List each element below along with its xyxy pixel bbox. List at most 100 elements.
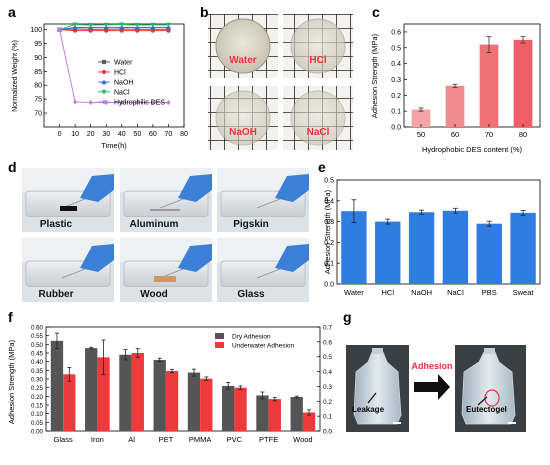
- bar-pmma-dry: [187, 372, 201, 431]
- bag-photo-before: Leakage: [346, 345, 409, 432]
- panel-letter-e: e: [318, 159, 326, 175]
- bag-eutectogel-label: Eutectogel: [466, 405, 507, 414]
- x-tick-label: PVC: [227, 435, 243, 444]
- legend-label: HCl: [114, 70, 126, 77]
- data-point: [72, 22, 78, 28]
- data-point: [88, 23, 94, 28]
- panel-letter-d: d: [8, 159, 17, 175]
- gloved-hand: [80, 174, 114, 202]
- x-tick-label: PBS: [482, 288, 497, 297]
- x-tick-label: 50: [417, 130, 425, 139]
- panel-a-y-axis-label: Normalized Weight (%): [12, 40, 19, 112]
- y-tick-label: 0.1: [391, 109, 401, 116]
- data-point: [166, 28, 171, 33]
- panel-g-photos: Leakage Adhesion Eutectogel: [346, 345, 526, 432]
- dish-label: Plastic: [40, 219, 73, 230]
- x-tick-label: Sweat: [513, 288, 535, 297]
- legend-label: Dry Adhesion: [232, 334, 271, 341]
- legend-label: NaOH: [114, 80, 133, 87]
- data-point: [166, 99, 171, 106]
- y-tick-label: 0.0: [391, 125, 401, 132]
- adhesion-arrow-label: Adhesion: [411, 361, 452, 371]
- right-y-tick-label: 0.5: [323, 354, 332, 361]
- x-tick-label: HCl: [382, 288, 395, 297]
- tweezers: [159, 198, 184, 209]
- photo-hcl-label: HCl: [309, 55, 326, 66]
- legend-label: NaCl: [114, 90, 130, 97]
- x-tick-label: 40: [118, 131, 126, 138]
- dish-label: Wood: [140, 289, 168, 300]
- data-point: [150, 22, 156, 28]
- data-point: [150, 99, 155, 106]
- y-tick-label: 0.3: [324, 219, 334, 226]
- bar-sweat: [510, 212, 536, 284]
- x-tick-label: 50: [133, 131, 141, 138]
- data-point: [150, 28, 155, 33]
- right-y-tick-label: 0.6: [323, 339, 332, 346]
- panel-c-plot-frame: [403, 23, 541, 128]
- right-y-tick-label: 0.3: [323, 384, 332, 391]
- y-tick-label: 80: [34, 83, 42, 90]
- data-point: [165, 22, 171, 28]
- y-tick-label: 0.50: [31, 342, 44, 349]
- bar-nacl: [442, 210, 469, 284]
- series-line-3: [59, 24, 169, 31]
- series-line-2: [59, 26, 169, 31]
- x-tick-label: 70: [165, 131, 173, 138]
- x-tick-label: 80: [519, 130, 527, 139]
- y-tick-label: 95: [34, 41, 42, 48]
- y-tick-label: 70: [34, 111, 42, 118]
- x-tick-label: PMMA: [189, 435, 212, 444]
- data-point: [73, 99, 78, 105]
- bar-glass-dry: [50, 340, 64, 431]
- x-tick-label: 0: [58, 131, 62, 138]
- x-tick-label: 20: [87, 131, 95, 138]
- y-tick-label: 0.30: [31, 377, 44, 384]
- sample-wood: [154, 276, 176, 282]
- y-tick-label: 0.55: [31, 333, 44, 340]
- x-tick-label: NaCl: [447, 288, 464, 297]
- panel-letter-b: b: [200, 4, 209, 20]
- legend-swatch: [215, 342, 224, 348]
- bar-naoh: [408, 212, 435, 284]
- bar-ptfe-dry: [256, 395, 269, 431]
- y-tick-label: 0.45: [31, 351, 44, 358]
- bar-pet-underwater: [165, 371, 179, 431]
- x-tick-label: NaOH: [411, 288, 432, 297]
- photo-hcl: HCl: [283, 14, 353, 78]
- tweezers: [256, 198, 281, 209]
- y-tick-label: 85: [34, 69, 42, 76]
- panel-f-chart: 0.00 0.05 0.100.15 0.20 0.250.30 0.35 0.400.45…: [7, 325, 332, 445]
- series-line-4: [59, 29, 169, 104]
- data-point: [104, 28, 109, 33]
- right-y-tick-label: 0.4: [323, 369, 332, 376]
- x-tick-label: Iron: [91, 435, 104, 444]
- panel-c-y-axis-label: Adhesion Strength (MPa): [370, 33, 379, 118]
- bar-hcl: [375, 221, 401, 284]
- legend-label: Hydrophilic DES: [114, 100, 165, 107]
- series-line-0: [59, 28, 169, 31]
- y-tick-label: 0.15: [31, 403, 44, 410]
- x-tick-label: 60: [149, 131, 157, 138]
- bar-pbs: [476, 223, 502, 284]
- panel-d-photos: Plastic Aluminum Pigskin Rubber Wood Glass: [22, 168, 309, 302]
- panel-b-photos: Water HCl NaOH NaCl: [208, 14, 353, 150]
- y-tick-label: 0.2: [324, 240, 334, 247]
- x-tick-label: Wood: [293, 435, 312, 444]
- panel-f-y-axis-label: Adhesion Strength (MPa): [7, 339, 16, 424]
- gloved-hand: [275, 244, 309, 272]
- dish-label: Glass: [237, 289, 265, 300]
- y-tick-label: 75: [34, 97, 42, 104]
- data-point: [73, 28, 78, 33]
- x-tick-label: PET: [159, 435, 174, 444]
- dish-photo-plastic: Plastic: [22, 168, 114, 232]
- bar-pvc-dry: [222, 385, 235, 431]
- bar-iron-underwater: [97, 357, 110, 431]
- x-tick-label: Water: [344, 288, 364, 297]
- dish-label: Aluminum: [130, 219, 179, 230]
- y-tick-label: 0.40: [31, 359, 44, 366]
- bar-iron-dry: [85, 348, 98, 431]
- photo-nacl-label: NaCl: [307, 127, 330, 138]
- legend-label: Water: [114, 60, 133, 67]
